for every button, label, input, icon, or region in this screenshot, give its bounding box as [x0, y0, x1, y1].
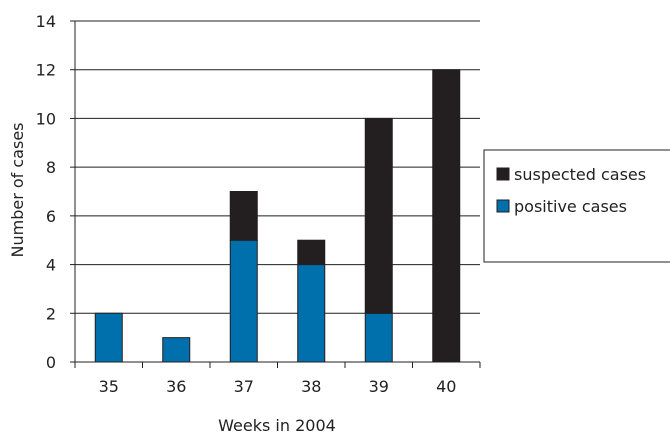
y-tick-label: 8 — [46, 158, 56, 177]
legend-box — [483, 149, 670, 263]
legend-label-suspected-cases: suspected cases — [514, 165, 646, 184]
bar-segment-suspected-cases-38 — [297, 239, 326, 266]
legend-swatch-suspected-cases — [496, 167, 510, 181]
bar-segment-positive-cases-35 — [94, 312, 123, 363]
x-tick-label: 40 — [436, 377, 456, 396]
y-tick-label: 14 — [36, 12, 56, 31]
x-tick-label: 36 — [166, 377, 186, 396]
bar-segment-positive-cases-36 — [162, 337, 191, 363]
x-tick-label: 38 — [301, 377, 321, 396]
bar-segment-suspected-cases-40 — [432, 69, 461, 363]
x-tick-label: 35 — [99, 377, 119, 396]
bar-segment-positive-cases-37 — [229, 239, 258, 363]
legend-label-positive-cases: positive cases — [514, 197, 627, 216]
y-tick-label: 12 — [36, 61, 56, 80]
axes — [70, 20, 481, 368]
bar-segment-positive-cases-39 — [364, 312, 393, 363]
x-tick-labels: 35 36 37 38 39 40 — [99, 377, 457, 396]
gridlines — [75, 20, 480, 314]
y-tick-label: 10 — [36, 109, 56, 128]
y-axis-title: Number of cases — [8, 123, 27, 258]
x-axis-title: Weeks in 2004 — [218, 416, 336, 435]
legend: suspected cases positive cases — [483, 149, 670, 263]
x-tick-label: 39 — [369, 377, 389, 396]
bar-segment-suspected-cases-37 — [229, 191, 258, 241]
bar-segment-positive-cases-38 — [297, 264, 326, 363]
y-tick-label: 4 — [46, 256, 56, 275]
legend-swatch-positive-cases — [496, 199, 510, 213]
y-tick-labels: 0 2 4 6 8 10 12 14 — [36, 12, 56, 372]
y-tick-label: 2 — [46, 304, 56, 323]
y-tick-label: 6 — [46, 207, 56, 226]
y-tick-label: 0 — [46, 353, 56, 372]
bars — [94, 69, 461, 363]
x-tick-label: 37 — [234, 377, 254, 396]
bar-segment-suspected-cases-39 — [364, 117, 393, 314]
